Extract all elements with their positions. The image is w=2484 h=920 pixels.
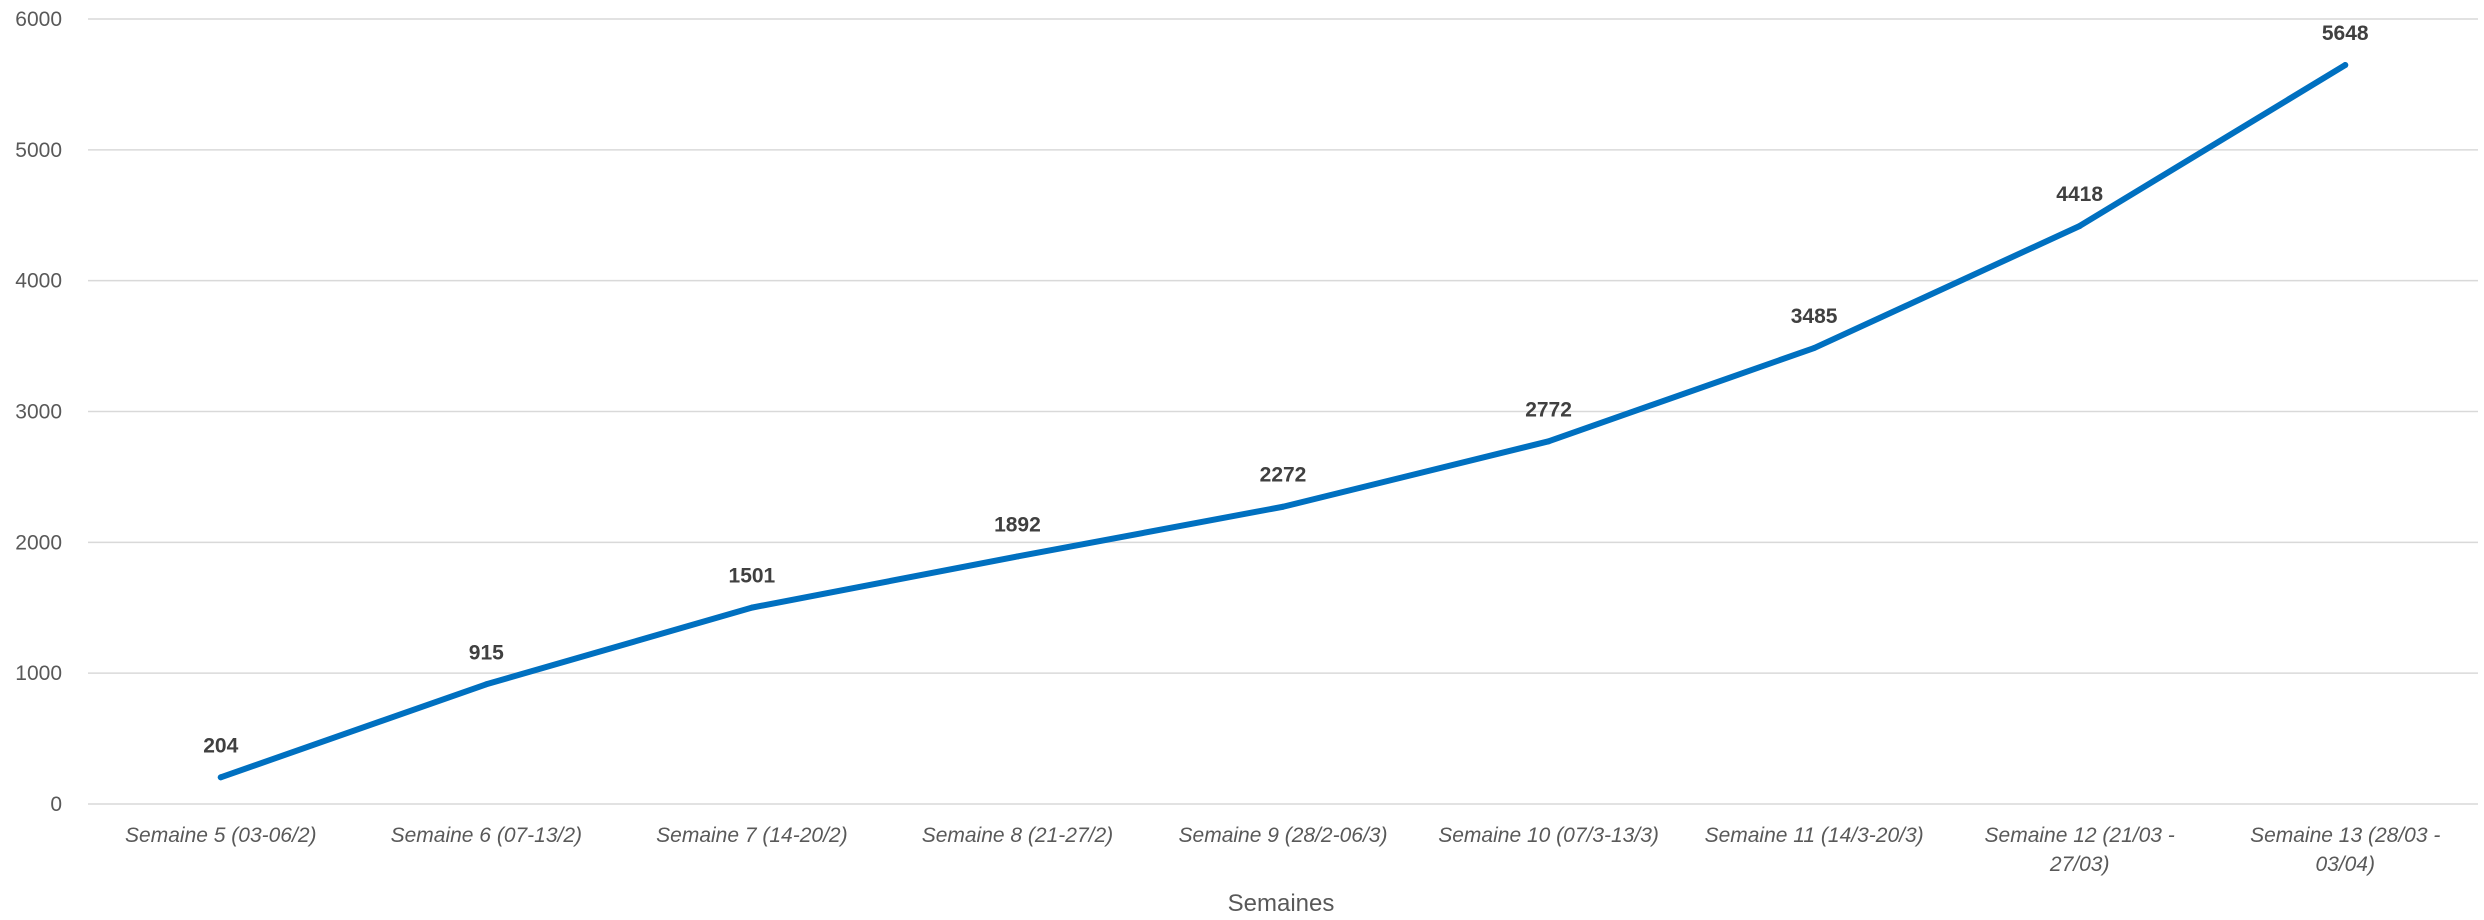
x-tick-label: Semaine 6 (07-13/2) — [391, 824, 582, 847]
data-point — [217, 774, 224, 781]
series-line — [217, 62, 2349, 781]
y-tick-label: 6000 — [15, 8, 62, 31]
y-tick-label: 1000 — [15, 662, 62, 685]
y-tick-label: 0 — [50, 793, 62, 816]
x-tick-label: Semaine 7 (14-20/2) — [656, 824, 847, 847]
y-tick-label: 3000 — [15, 401, 62, 424]
data-point — [1811, 345, 1818, 352]
data-label: 204 — [203, 734, 238, 757]
series-layer — [217, 62, 2349, 781]
data-point — [2076, 222, 2083, 229]
data-point — [1280, 503, 1286, 510]
x-tick-label: Semaine 9 (28/2-06/3) — [1179, 824, 1388, 847]
x-tick-label: Semaine 8 (21-27/2) — [922, 824, 1113, 847]
gridlines — [88, 18, 2478, 805]
data-label: 1501 — [729, 565, 776, 588]
data-label: 3485 — [1791, 305, 1838, 328]
data-label: 1892 — [994, 513, 1041, 536]
x-tick-label: Semaine 5 (03-06/2) — [125, 824, 316, 847]
data-point — [1545, 438, 1552, 445]
x-tick-label: Semaine 12 (21/03 -27/03) — [1985, 824, 2175, 876]
y-tick-label: 2000 — [15, 531, 62, 554]
data-labels: 204 915 1501 1892 2272 2772 3485 4418 5648 — [203, 22, 2369, 757]
data-point — [1014, 553, 1021, 560]
data-label: 915 — [469, 641, 504, 664]
data-label: 4418 — [2056, 183, 2103, 206]
data-label: 2772 — [1525, 398, 1572, 421]
y-tick-label: 5000 — [15, 139, 62, 162]
y-tick-label: 4000 — [15, 270, 62, 293]
x-axis-title: Semaines — [1228, 890, 1335, 915]
x-axis-ticks: Semaine 5 (03-06/2) Semaine 6 (07-13/2) Se… — [125, 824, 2440, 876]
data-point — [483, 681, 490, 688]
data-point — [2342, 62, 2349, 69]
x-tick-label: Semaine 11 (14/3-20/3) — [1705, 824, 1924, 847]
data-point — [748, 604, 755, 611]
y-axis-ticks: 0 1000 2000 3000 4000 5000 6000 — [15, 8, 62, 816]
data-label: 5648 — [2322, 22, 2369, 45]
x-tick-label: Semaine 13 (28/03 -03/04) — [2250, 824, 2440, 876]
x-tick-label: Semaine 10 (07/3-13/3) — [1438, 824, 1659, 847]
data-label: 2272 — [1260, 464, 1307, 487]
